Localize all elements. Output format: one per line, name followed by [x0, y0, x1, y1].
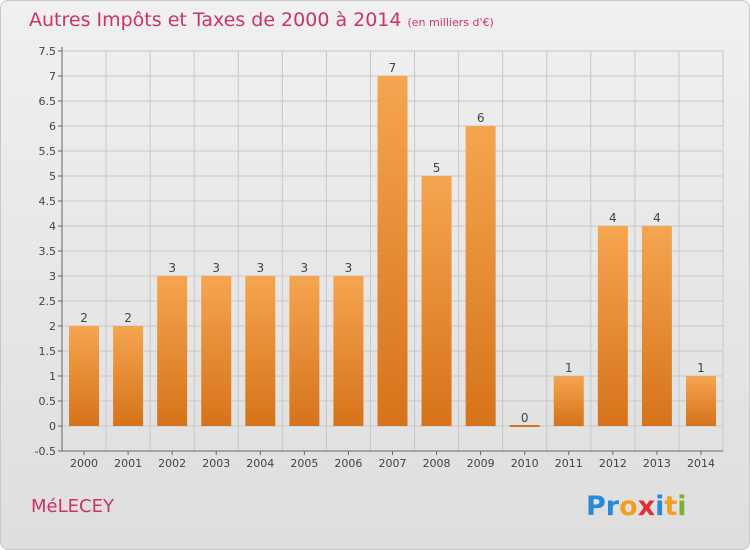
x-tick-label: 2002: [158, 457, 186, 470]
y-tick-label: 5: [49, 170, 56, 183]
y-tick-label: 7: [49, 70, 56, 83]
axes: -0.5 0 0.5 1 1.5 2 2.5 3 3.5 4 4.5 5 5.5 6 6.5 7 7.5 2000…: [35, 45, 723, 470]
x-tick-label: 2012: [599, 457, 627, 470]
logo-letter: P: [586, 491, 606, 522]
logo-letter: o: [619, 491, 638, 522]
data-label: 1: [697, 361, 705, 375]
data-label: 0: [521, 411, 529, 425]
logo-letter: i: [655, 491, 665, 522]
logo-letter: t: [664, 491, 678, 522]
chart-title-text: Autres Impôts et Taxes de 2000 à 2014: [29, 9, 402, 31]
x-tick-label: 2009: [467, 457, 495, 470]
y-tick-label: 1.5: [39, 345, 57, 358]
data-label: 3: [256, 261, 264, 275]
logo-letter: x: [637, 491, 656, 522]
chart-subtitle: (en milliers d'€): [407, 16, 494, 29]
data-label: 1: [565, 361, 573, 375]
data-label: 6: [477, 111, 485, 125]
y-tick-label: 3: [49, 270, 56, 283]
bar: [641, 226, 672, 426]
bar: [465, 126, 496, 426]
x-tick-label: 2006: [334, 457, 362, 470]
bar: [157, 276, 188, 426]
y-tick-label: 4.5: [39, 195, 57, 208]
y-tick-label: 6: [49, 120, 56, 133]
data-label: 3: [168, 261, 176, 275]
commune-name: MéLECEY: [31, 496, 114, 517]
y-tick-label: 6.5: [39, 95, 57, 108]
x-tick-label: 2008: [423, 457, 451, 470]
y-tick-label: 0.5: [39, 395, 57, 408]
data-label: 2: [124, 311, 132, 325]
y-tick-label: 2: [49, 320, 56, 333]
y-tick-label: 7.5: [39, 45, 57, 58]
x-tick-label: 2004: [246, 457, 274, 470]
bar: [421, 176, 452, 426]
bar: [201, 276, 232, 426]
y-tick-label: 5.5: [39, 145, 57, 158]
x-tick-label: 2005: [290, 457, 318, 470]
bar: [69, 326, 100, 426]
bar: [553, 376, 584, 426]
proxiti-logo[interactable]: Proxiti: [586, 491, 687, 522]
data-label: 3: [345, 261, 353, 275]
logo-letter: i: [677, 491, 687, 522]
data-label: 4: [653, 211, 661, 225]
data-label: 2: [80, 311, 88, 325]
x-tick-label: 2007: [379, 457, 407, 470]
x-tick-label: 2000: [70, 457, 98, 470]
x-tick-label: 2003: [202, 457, 230, 470]
y-tick-label: 3.5: [39, 245, 57, 258]
bar: [377, 76, 408, 426]
x-tick-label: 2014: [687, 457, 715, 470]
bars: [69, 76, 716, 427]
bar: [597, 226, 628, 426]
bar: [113, 326, 144, 426]
bar: [333, 276, 364, 426]
x-tick-label: 2010: [511, 457, 539, 470]
y-tick-label: 2.5: [39, 295, 57, 308]
x-tick-label: 2001: [114, 457, 142, 470]
bar: [289, 276, 320, 426]
data-label: 7: [389, 61, 397, 75]
bar: [245, 276, 276, 426]
chart-title: Autres Impôts et Taxes de 2000 à 2014 (en…: [29, 9, 494, 31]
y-tick-label: 4: [49, 220, 56, 233]
x-tick-label: 2013: [643, 457, 671, 470]
data-label: 5: [433, 161, 441, 175]
y-tick-label: 0: [49, 420, 56, 433]
y-tick-label: -0.5: [35, 445, 56, 458]
logo-letter: r: [605, 491, 620, 522]
x-tick-label: 2011: [555, 457, 583, 470]
data-label: 4: [609, 211, 617, 225]
y-tick-label: 1: [49, 370, 56, 383]
data-label: 3: [301, 261, 309, 275]
bar: [685, 376, 716, 426]
labels: 2 2 3 3 3 3 3 7 5 6 0 1 4 4 1: [80, 61, 705, 425]
data-label: 3: [212, 261, 220, 275]
bar: [509, 425, 540, 427]
